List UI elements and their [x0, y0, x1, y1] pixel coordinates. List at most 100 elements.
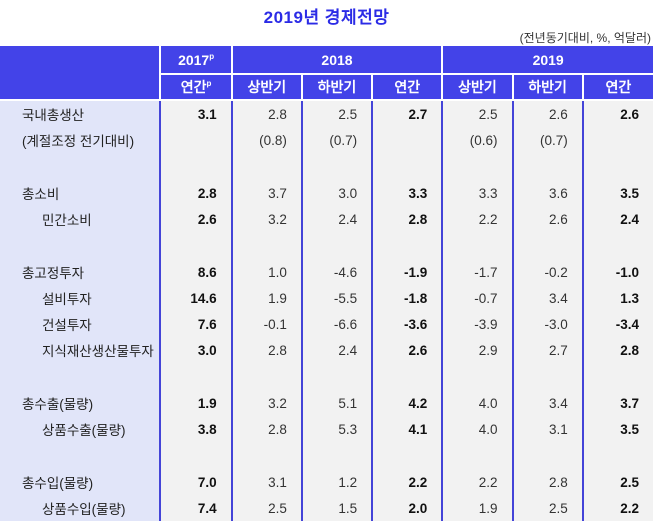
cell-2018-h1: 1.9 [231, 285, 303, 311]
cell-2019-annual [582, 127, 653, 153]
table-row: 총소비 2.8 3.7 3.0 3.3 3.3 3.6 3.5 [0, 180, 653, 206]
cell-2019-annual: 3.7 [582, 390, 653, 416]
row-label: 총수입(물량) [0, 469, 162, 495]
header-2019-h1: 상반기 [441, 73, 514, 101]
cell-2018-annual: -1.9 [372, 259, 444, 285]
header-2018-annual: 연간 [371, 73, 444, 101]
cell-2017-annual: 7.4 [160, 495, 233, 521]
cell-2019-h2: 2.6 [512, 206, 584, 232]
cell-2018-h1: -0.1 [231, 311, 303, 337]
table-row: (계절조정 전기대비) (0.8) (0.7) (0.6) (0.7) [0, 127, 653, 153]
header-year-2019: 2019 [441, 46, 653, 75]
cell-2019-h2: -0.2 [512, 259, 584, 285]
cell-2018-annual [372, 127, 444, 153]
table-row: 지식재산생산물투자 3.0 2.8 2.4 2.6 2.9 2.7 2.8 [0, 337, 653, 363]
cell-2019-h1: 1.9 [442, 495, 514, 521]
cell-2017-annual: 2.8 [160, 180, 233, 206]
cell-2019-h1: 4.0 [442, 390, 514, 416]
cell-2018-h1: 3.2 [231, 206, 303, 232]
row-label: 지식재산생산물투자 [0, 337, 162, 363]
header-row-years: 2017p 2018 2019 [0, 46, 653, 101]
cell-2018-h2: 1.2 [301, 469, 374, 495]
cell-2018-annual: 2.7 [372, 100, 444, 127]
cell-2019-h1: 3.3 [442, 180, 514, 206]
table-row: 건설투자 7.6 -0.1 -6.6 -3.6 -3.9 -3.0 -3.4 [0, 311, 653, 337]
cell-2018-h1: 3.7 [231, 180, 303, 206]
cell-2018-annual: 2.2 [372, 469, 444, 495]
year-label: 2017 [178, 51, 210, 68]
cell-2018-h1: 1.0 [231, 259, 303, 285]
cell-2019-h1: 2.5 [442, 100, 514, 127]
table-row: 총고정투자 8.6 1.0 -4.6 -1.9 -1.7 -0.2 -1.0 [0, 259, 653, 285]
cell-2019-h1: -1.7 [442, 259, 514, 285]
cell-2019-h1: 4.0 [442, 416, 514, 442]
cell-2019-h2: 3.1 [512, 416, 584, 442]
cell-2019-h2: 2.6 [512, 100, 584, 127]
page-title: 2019년 경제전망 [263, 8, 390, 27]
cell-2018-h2: 2.4 [301, 337, 374, 363]
cell-2018-annual: 4.1 [372, 416, 444, 442]
header-row-periods: 연간p 상반기 하반기 연간 상반기 하반기 연간 [0, 73, 653, 101]
cell-2018-h1: 2.8 [231, 416, 303, 442]
cell-2017-annual: 7.0 [160, 469, 233, 495]
economic-outlook-table: 2017p 2018 2019 연간p 상반기 하반기 연간 상반기 하반기 연… [0, 46, 653, 521]
header-2018-h2: 하반기 [300, 73, 374, 101]
row-label: 국내총생산 [0, 100, 162, 127]
cell-2018-annual: -1.8 [372, 285, 444, 311]
row-label: 설비투자 [0, 285, 162, 311]
cell-2017-annual: 14.6 [160, 285, 233, 311]
cell-2018-h2: -5.5 [301, 285, 374, 311]
cell-2018-h1: 3.2 [231, 390, 303, 416]
cell-2018-h2: 2.4 [301, 206, 374, 232]
row-label: (계절조정 전기대비) [0, 127, 162, 153]
cell-2019-h2: 2.7 [512, 337, 584, 363]
cell-2018-h2: 5.1 [301, 390, 374, 416]
cell-2018-h1: 2.5 [231, 495, 303, 521]
table-row: 총수입(물량) 7.0 3.1 1.2 2.2 2.2 2.8 2.5 [0, 469, 653, 495]
header-corner [0, 46, 162, 101]
header-2018-h1: 상반기 [230, 73, 303, 101]
header-2019-h2: 하반기 [511, 73, 584, 101]
header-year-2017: 2017p [159, 46, 233, 75]
period-label: 연간 [180, 79, 207, 95]
cell-2019-h1: -0.7 [442, 285, 514, 311]
cell-2019-h2: 2.5 [512, 495, 584, 521]
cell-2019-h1: 2.9 [442, 337, 514, 363]
cell-2017-annual [160, 127, 233, 153]
cell-2018-h1: 3.1 [231, 469, 303, 495]
cell-2017-annual: 3.1 [160, 100, 233, 127]
cell-2019-h1: -3.9 [442, 311, 514, 337]
header-year-2018: 2018 [230, 46, 444, 75]
table-row: 민간소비 2.6 3.2 2.4 2.8 2.2 2.6 2.4 [0, 206, 653, 232]
cell-2018-h2: 2.5 [301, 100, 374, 127]
spacer-row [0, 232, 653, 259]
table-row: 상품수출(물량) 3.8 2.8 5.3 4.1 4.0 3.1 3.5 [0, 416, 653, 442]
cell-2019-h2: 3.6 [512, 180, 584, 206]
cell-2019-h1: 2.2 [442, 469, 514, 495]
cell-2018-annual: 2.0 [372, 495, 444, 521]
cell-2019-annual: 2.5 [582, 469, 653, 495]
preliminary-mark: p [209, 51, 215, 61]
row-label: 건설투자 [0, 311, 162, 337]
cell-2018-h2: 3.0 [301, 180, 374, 206]
cell-2019-annual: 3.5 [582, 180, 653, 206]
cell-2019-annual: -1.0 [582, 259, 653, 285]
cell-2017-annual: 1.9 [160, 390, 233, 416]
cell-2019-annual: 2.2 [582, 495, 653, 521]
row-label: 상품수출(물량) [0, 416, 162, 442]
cell-2019-h1: 2.2 [442, 206, 514, 232]
cell-2018-annual: 2.6 [372, 337, 444, 363]
cell-2018-annual: 3.3 [372, 180, 444, 206]
cell-2018-annual: -3.6 [372, 311, 444, 337]
table-row: 설비투자 14.6 1.9 -5.5 -1.8 -0.7 3.4 1.3 [0, 285, 653, 311]
cell-2017-annual: 8.6 [160, 259, 233, 285]
spacer-row [0, 153, 653, 180]
cell-2018-h1: (0.8) [231, 127, 303, 153]
cell-2017-annual: 7.6 [160, 311, 233, 337]
spacer-row [0, 442, 653, 469]
cell-2018-h2: 1.5 [301, 495, 374, 521]
table-row: 총수출(물량) 1.9 3.2 5.1 4.2 4.0 3.4 3.7 [0, 390, 653, 416]
cell-2019-h2: 3.4 [512, 285, 584, 311]
cell-2019-annual: 2.6 [582, 100, 653, 127]
row-label: 민간소비 [0, 206, 162, 232]
